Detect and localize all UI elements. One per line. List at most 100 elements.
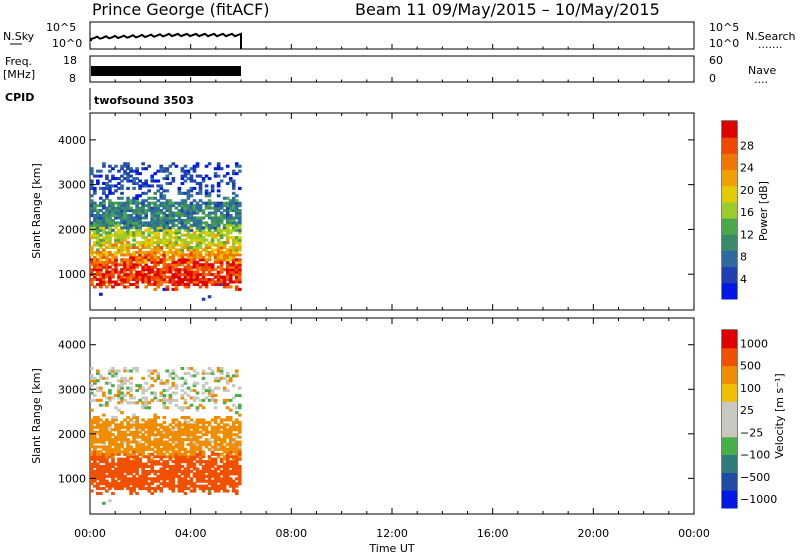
heatmap-cell	[213, 433, 218, 437]
heatmap-cell	[204, 467, 209, 471]
heatmap-cell	[111, 280, 115, 284]
heatmap-cell	[189, 367, 194, 371]
heatmap-cell	[198, 450, 203, 454]
heatmap-cell	[141, 479, 145, 483]
heatmap-cell	[117, 391, 121, 395]
heatmap-cell	[168, 479, 173, 483]
heatmap-cell	[126, 177, 130, 181]
heatmap-cell	[237, 277, 242, 282]
heatmap-cell	[147, 273, 151, 277]
velocity-heatmap-cells	[90, 367, 242, 505]
heatmap-cell	[102, 277, 106, 282]
heatmap-cell	[159, 223, 164, 227]
heatmap-cell	[234, 442, 239, 446]
heatmap-cell	[105, 211, 109, 215]
heatmap-cell	[114, 241, 118, 245]
heatmap-cell	[198, 216, 203, 220]
heatmap-cell	[171, 465, 176, 469]
heatmap-cell	[165, 216, 170, 220]
heatmap-cell	[153, 280, 158, 284]
heatmap-cell	[219, 369, 224, 373]
heatmap-cell	[219, 367, 224, 371]
heatmap-cell	[150, 465, 155, 469]
heatmap-cell	[186, 457, 191, 461]
heatmap-cell	[132, 489, 136, 493]
heatmap-cell	[201, 460, 206, 464]
heatmap-cell	[120, 425, 124, 429]
heatmap-cell	[171, 277, 176, 282]
heatmap-cell	[201, 450, 206, 454]
heatmap-cell	[141, 403, 145, 407]
heatmap-cell	[231, 216, 236, 220]
nsky-right-tick-bottom: 10^0	[709, 37, 739, 50]
heatmap-cell	[135, 221, 139, 225]
heatmap-cell	[144, 223, 148, 227]
heatmap-cell	[207, 391, 212, 395]
heatmap-cell	[156, 433, 161, 437]
heatmap-cell	[195, 391, 200, 395]
heatmap-cell	[228, 201, 233, 205]
heatmap-cell	[186, 433, 191, 437]
heatmap-cell	[222, 418, 227, 422]
heatmap-cell	[174, 231, 179, 235]
heatmap-cell	[195, 211, 200, 215]
heatmap-cell	[162, 169, 167, 173]
heatmap-cell	[111, 455, 115, 459]
heatmap-cell	[162, 447, 167, 451]
heatmap-cell	[90, 199, 94, 203]
heatmap-cell	[174, 250, 179, 254]
heatmap-cell	[132, 201, 136, 205]
heatmap-cell	[192, 428, 197, 432]
heatmap-cell	[195, 265, 200, 269]
heatmap-cell	[216, 218, 221, 222]
heatmap-cell	[162, 211, 167, 215]
heatmap-cell	[201, 248, 206, 252]
heatmap-cell	[123, 231, 127, 235]
colorbar-segment	[722, 282, 737, 300]
heatmap-cell	[126, 258, 130, 262]
heatmap-cell	[144, 479, 148, 483]
heatmap-cell	[171, 435, 176, 439]
heatmap-cell	[210, 238, 215, 242]
heatmap-cell	[105, 213, 109, 218]
heatmap-cell	[123, 479, 127, 483]
heatmap-cell	[186, 487, 191, 491]
heatmap-cell	[162, 277, 167, 282]
heatmap-cell	[123, 169, 127, 173]
heatmap-cell	[171, 260, 176, 264]
heatmap-cell	[237, 440, 242, 444]
heatmap-cell	[99, 253, 103, 257]
heatmap-cell	[111, 243, 115, 247]
heatmap-cell	[189, 226, 194, 230]
heatmap-cell	[144, 280, 148, 284]
heatmap-cell	[123, 462, 127, 466]
heatmap-cell	[147, 233, 151, 237]
heatmap-cell	[120, 467, 124, 471]
heatmap-cell	[213, 442, 218, 446]
heatmap-cell	[183, 460, 188, 464]
heatmap-cell	[195, 447, 200, 451]
heatmap-cell	[114, 472, 118, 476]
heatmap-cell	[96, 233, 100, 237]
heatmap-cell	[105, 452, 109, 456]
heatmap-cell	[141, 250, 145, 254]
heatmap-cell	[102, 420, 106, 424]
heatmap-cell	[201, 268, 206, 272]
heatmap-cell	[219, 376, 224, 380]
heatmap-cell	[213, 477, 218, 481]
heatmap-cell	[90, 472, 94, 476]
heatmap-cell	[114, 484, 118, 488]
heatmap-cell	[180, 233, 185, 237]
heatmap-cell	[132, 199, 136, 203]
heatmap-cell	[174, 455, 179, 459]
heatmap-cell	[228, 179, 233, 183]
heatmap-cell	[141, 435, 145, 439]
heatmap-cell	[195, 255, 200, 259]
heatmap-cell	[135, 201, 139, 205]
heatmap-cell	[237, 482, 242, 486]
heatmap-cell	[105, 403, 109, 407]
heatmap-cell	[228, 199, 233, 203]
heatmap-cell	[135, 433, 139, 437]
heatmap-cell	[216, 430, 221, 434]
heatmap-cell	[129, 231, 133, 235]
